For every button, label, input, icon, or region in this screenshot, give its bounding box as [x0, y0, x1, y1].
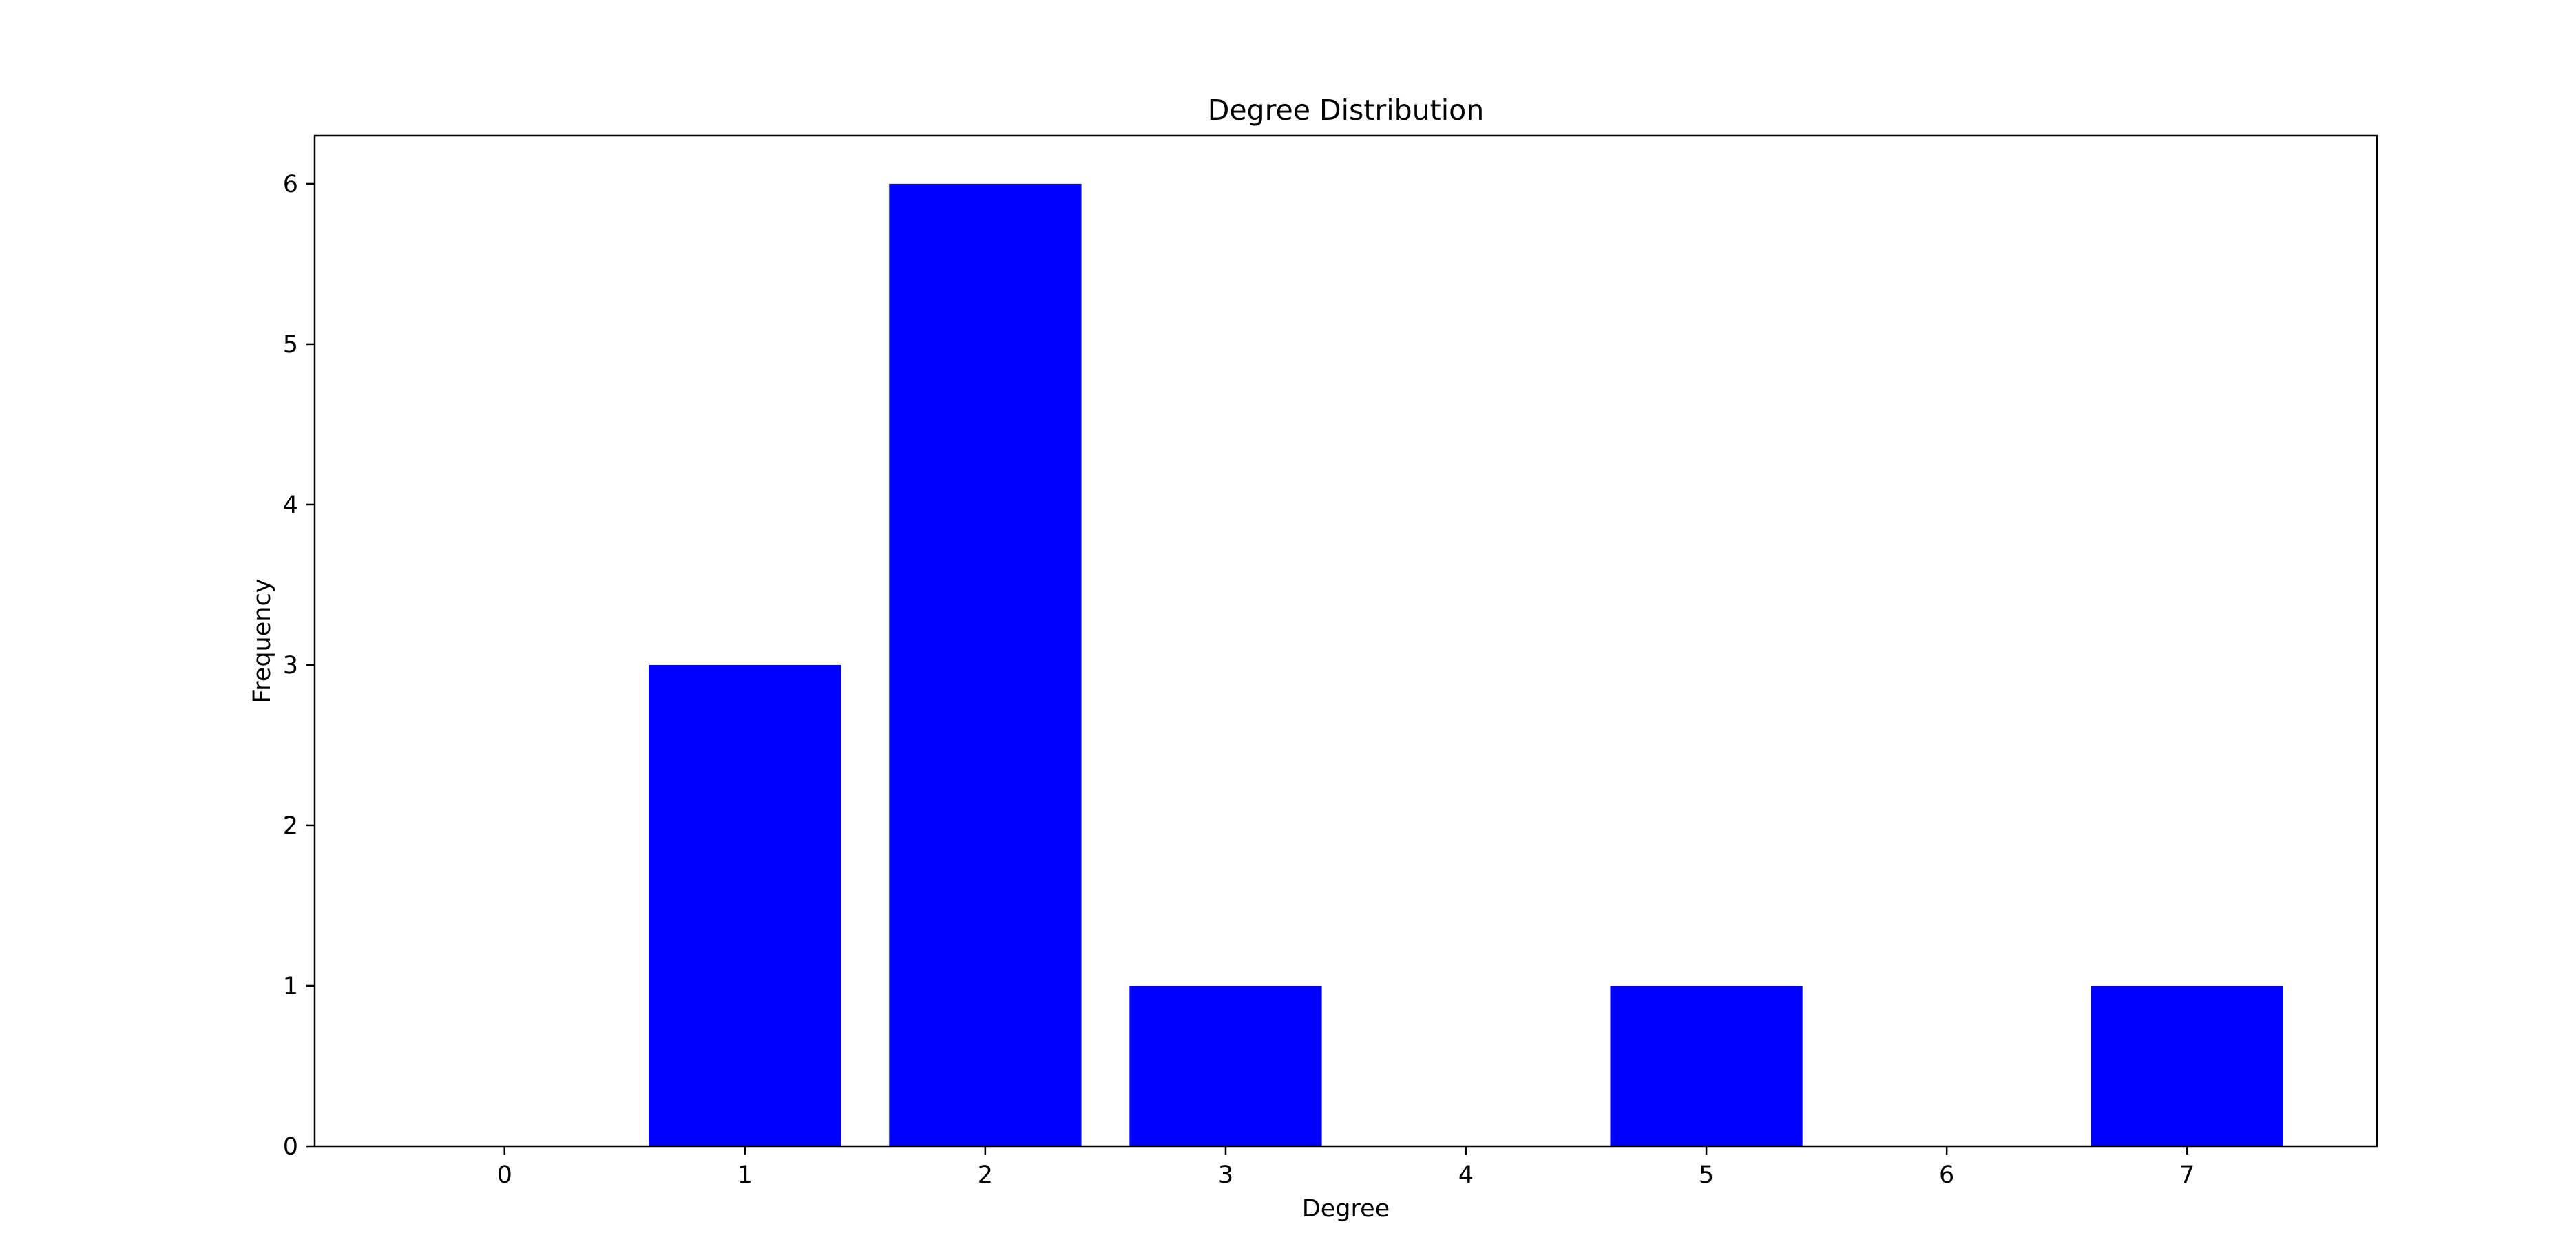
- bar-degree-1: [649, 664, 841, 1146]
- x-axis-label: Degree: [1302, 1195, 1390, 1223]
- ticks-group: 0 1 2 3 4 5 6 7 0 1 2 3 4 5 6: [283, 171, 2195, 1189]
- bar-degree-5: [1610, 985, 1803, 1146]
- x-tick-label-3: 3: [1218, 1161, 1233, 1189]
- bar-degree-2: [889, 183, 1082, 1146]
- x-tick-label-5: 5: [1699, 1161, 1714, 1189]
- y-tick-label-5: 5: [283, 331, 298, 359]
- y-axis-label: Frequency: [249, 579, 276, 704]
- y-tick-label-6: 6: [283, 171, 298, 198]
- plot-frame: [313, 134, 2378, 1148]
- bar-degree-3: [1129, 985, 1322, 1146]
- x-tick-label-1: 1: [737, 1161, 753, 1189]
- x-tick-label-4: 4: [1458, 1161, 1474, 1189]
- bars-group: [649, 183, 2283, 1146]
- y-tick-label-0: 0: [283, 1133, 298, 1161]
- x-tick-label-2: 2: [978, 1161, 993, 1189]
- y-tick-label-4: 4: [283, 492, 298, 519]
- chart-title: Degree Distribution: [1208, 94, 1484, 127]
- y-tick-label-1: 1: [283, 973, 298, 1000]
- x-tick-label-7: 7: [2179, 1161, 2195, 1189]
- bar-degree-7: [2091, 985, 2283, 1146]
- y-tick-label-3: 3: [283, 652, 298, 679]
- x-tick-label-0: 0: [497, 1161, 512, 1189]
- y-tick-label-2: 2: [283, 812, 298, 840]
- x-tick-label-6: 6: [1939, 1161, 1954, 1189]
